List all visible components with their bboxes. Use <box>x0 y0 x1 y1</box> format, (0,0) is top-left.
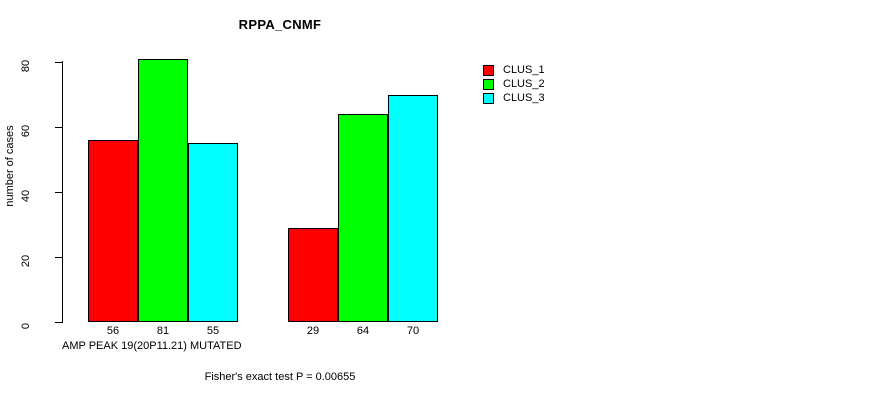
y-axis-line <box>62 61 63 323</box>
bar-clus_1-group2[interactable] <box>288 227 338 322</box>
bar-value-label: 56 <box>106 325 120 337</box>
y-tick-mark <box>55 127 62 128</box>
y-tick-mark <box>55 322 62 323</box>
bar-value-label: 81 <box>156 325 170 337</box>
legend: CLUS_1 CLUS_2 CLUS_3 <box>483 63 545 105</box>
y-tick-mark <box>55 257 62 258</box>
page-title: RPPA_CNMF <box>238 17 322 32</box>
bar-clus_2-group2[interactable] <box>338 114 388 322</box>
legend-swatch-icon <box>483 64 494 76</box>
bar-value-label: 70 <box>406 325 420 337</box>
bar-clus_3-group2[interactable] <box>388 94 438 322</box>
legend-swatch-icon <box>483 92 494 104</box>
bar-value-label: 55 <box>206 325 220 337</box>
bar-clus_3-group1[interactable] <box>188 143 238 322</box>
group-label-1: AMP PEAK 19(20P11.21) MUTATED <box>62 340 242 352</box>
bar-value-label: 64 <box>356 325 370 337</box>
y-tick-label: 0 <box>20 322 32 330</box>
y-tick-label: 80 <box>20 59 32 73</box>
legend-item-clus_2[interactable]: CLUS_2 <box>483 77 545 91</box>
legend-item-label: CLUS_1 <box>503 63 545 76</box>
bar-clus_1-group1[interactable] <box>88 140 138 322</box>
legend-item-label: CLUS_2 <box>503 77 545 90</box>
y-tick-mark <box>55 192 62 193</box>
y-tick-mark <box>55 62 62 63</box>
legend-item-label: CLUS_3 <box>503 91 545 104</box>
statistics-annotation: Fisher's exact test P = 0.00655 <box>204 371 356 383</box>
y-axis-title: number of cases <box>4 125 16 207</box>
bar-clus_2-group1[interactable] <box>138 58 188 322</box>
legend-item-clus_1[interactable]: CLUS_1 <box>483 63 545 77</box>
legend-item-clus_3[interactable]: CLUS_3 <box>483 91 545 105</box>
legend-swatch-icon <box>483 78 494 90</box>
y-tick-label: 20 <box>20 254 32 268</box>
bar-value-label: 29 <box>306 325 320 337</box>
